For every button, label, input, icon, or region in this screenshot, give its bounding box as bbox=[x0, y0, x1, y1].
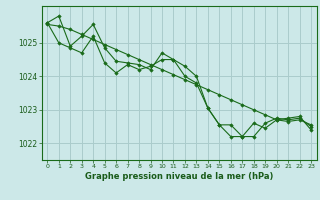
X-axis label: Graphe pression niveau de la mer (hPa): Graphe pression niveau de la mer (hPa) bbox=[85, 172, 273, 181]
